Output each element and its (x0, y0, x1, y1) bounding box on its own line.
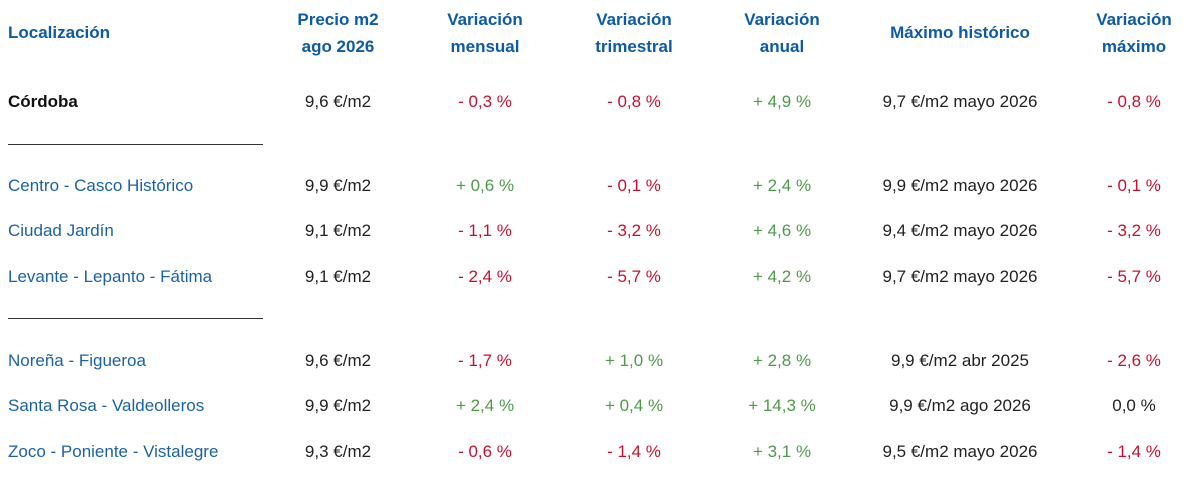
quarterly-variation-cell: + 0,4 % (604, 396, 664, 415)
header-quarterly-line1: Variación (596, 10, 672, 29)
historic-max-cell: 9,9 €/m2 ago 2026 (889, 396, 1031, 415)
annual-variation-cell: + 4,6 % (752, 221, 812, 240)
table-row: Levante - Lepanto - Fátima 9,1 €/m2 - 2,… (0, 262, 1200, 292)
location-link[interactable]: Ciudad Jardín (8, 221, 114, 240)
monthly-variation-cell: - 1,1 % (458, 221, 512, 240)
annual-variation-cell: + 4,9 % (752, 92, 812, 111)
annual-variation-cell: + 2,8 % (752, 351, 812, 370)
historic-max-cell: 9,7 €/m2 mayo 2026 (882, 267, 1038, 286)
monthly-variation-cell: - 2,4 % (458, 267, 512, 286)
location-link[interactable]: Santa Rosa - Valdeolleros (8, 396, 205, 415)
header-max-var-line1: Variación (1096, 10, 1172, 29)
historic-max-cell: 9,7 €/m2 mayo 2026 (882, 92, 1038, 111)
location-link[interactable]: Levante - Lepanto - Fátima (8, 267, 213, 286)
monthly-variation-cell: - 1,7 % (458, 351, 512, 370)
historic-max-cell: 9,9 €/m2 abr 2025 (891, 351, 1029, 370)
price-cell: 9,9 €/m2 (304, 176, 372, 195)
price-cell: 9,9 €/m2 (304, 396, 372, 415)
location-link[interactable]: Zoco - Poniente - Vistalegre (8, 442, 219, 461)
annual-variation-cell: + 4,2 % (752, 267, 812, 286)
quarterly-variation-cell: - 0,8 % (607, 92, 661, 111)
quarterly-variation-cell: + 1,0 % (604, 351, 664, 370)
monthly-variation-cell: + 0,6 % (455, 176, 515, 195)
header-annual-variation: Variación anual (722, 6, 842, 60)
monthly-variation-cell: - 0,3 % (458, 92, 512, 111)
table-row: Noreña - Figueroa 9,6 €/m2 - 1,7 % + 1,0… (0, 346, 1200, 376)
annual-variation-cell: + 2,4 % (752, 176, 812, 195)
historic-max-cell: 9,9 €/m2 mayo 2026 (882, 176, 1038, 195)
quarterly-variation-cell: - 0,1 % (607, 176, 661, 195)
header-location: Localización (8, 23, 111, 42)
location-link[interactable]: Centro - Casco Histórico (8, 176, 194, 195)
section-divider (8, 318, 263, 319)
header-monthly-line2: mensual (450, 37, 520, 56)
historic-max-cell: 9,4 €/m2 mayo 2026 (882, 221, 1038, 240)
max-variation-cell: - 2,6 % (1107, 351, 1161, 370)
section-divider (8, 144, 263, 145)
table-row: Santa Rosa - Valdeolleros 9,9 €/m2 + 2,4… (0, 391, 1200, 421)
header-max-var-line2: máximo (1101, 37, 1167, 56)
price-cell: 9,3 €/m2 (304, 442, 372, 461)
header-price: Precio m2 ago 2026 (278, 6, 398, 60)
annual-variation-cell: + 3,1 % (752, 442, 812, 461)
price-cell: 9,1 €/m2 (304, 221, 372, 240)
historic-max-cell: 9,5 €/m2 mayo 2026 (882, 442, 1038, 461)
quarterly-variation-cell: - 3,2 % (607, 221, 661, 240)
header-historic-max: Máximo histórico (890, 23, 1030, 42)
header-quarterly-variation: Variación trimestral (574, 6, 694, 60)
price-cell: 9,6 €/m2 (304, 351, 372, 370)
max-variation-cell: - 0,8 % (1107, 92, 1161, 111)
price-cell: 9,6 €/m2 (304, 92, 372, 111)
max-variation-cell: - 0,1 % (1107, 176, 1161, 195)
header-max-variation: Variación máximo (1074, 6, 1194, 60)
table-row: Zoco - Poniente - Vistalegre 9,3 €/m2 - … (0, 437, 1200, 467)
price-cell: 9,1 €/m2 (304, 267, 372, 286)
table-row: Ciudad Jardín 9,1 €/m2 - 1,1 % - 3,2 % +… (0, 216, 1200, 246)
monthly-variation-cell: + 2,4 % (455, 396, 515, 415)
location-link[interactable]: Noreña - Figueroa (8, 351, 146, 370)
table-row: Córdoba 9,6 €/m2 - 0,3 % - 0,8 % + 4,9 %… (0, 87, 1200, 117)
quarterly-variation-cell: - 5,7 % (607, 267, 661, 286)
max-variation-cell: - 3,2 % (1107, 221, 1161, 240)
max-variation-cell: 0,0 % (1112, 396, 1156, 415)
header-price-line1: Precio m2 (297, 10, 379, 29)
location-name: Córdoba (8, 92, 78, 111)
table-row: Centro - Casco Histórico 9,9 €/m2 + 0,6 … (0, 171, 1200, 201)
header-monthly-line1: Variación (447, 10, 523, 29)
annual-variation-cell: + 14,3 % (748, 396, 816, 415)
max-variation-cell: - 5,7 % (1107, 267, 1161, 286)
monthly-variation-cell: - 0,6 % (458, 442, 512, 461)
header-price-line2: ago 2026 (301, 37, 375, 56)
header-annual-line1: Variación (744, 10, 820, 29)
quarterly-variation-cell: - 1,4 % (607, 442, 661, 461)
header-quarterly-line2: trimestral (595, 37, 673, 56)
header-monthly-variation: Variación mensual (425, 6, 545, 60)
header-annual-line2: anual (759, 37, 805, 56)
max-variation-cell: - 1,4 % (1107, 442, 1161, 461)
